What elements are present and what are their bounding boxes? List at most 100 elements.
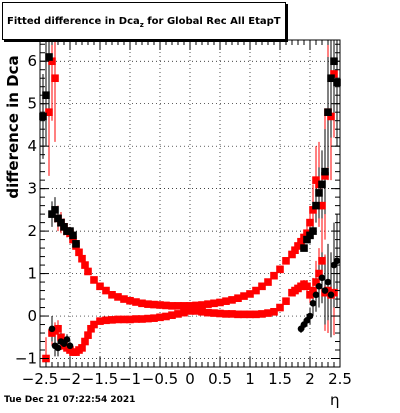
data-point bbox=[228, 310, 236, 318]
data-point bbox=[39, 112, 47, 121]
data-point bbox=[297, 237, 305, 246]
data-point bbox=[309, 299, 317, 307]
y-tick-label: 2 bbox=[27, 222, 37, 240]
title-subscript: z bbox=[139, 21, 144, 29]
data-point bbox=[324, 278, 332, 286]
data-point bbox=[162, 312, 170, 321]
data-point bbox=[45, 53, 53, 61]
data-point bbox=[174, 302, 182, 310]
data-point bbox=[309, 286, 317, 295]
data-point bbox=[60, 223, 68, 231]
data-point bbox=[69, 235, 77, 244]
data-point bbox=[108, 291, 116, 299]
data-point bbox=[120, 315, 128, 324]
data-point bbox=[324, 108, 332, 116]
data-point bbox=[57, 333, 65, 342]
data-point bbox=[96, 317, 104, 325]
x-tick-label: 0.5 bbox=[208, 370, 232, 388]
x-tick-label: −2 bbox=[59, 370, 81, 388]
data-point bbox=[48, 57, 56, 66]
y-tick-label: 6 bbox=[27, 52, 37, 70]
data-point bbox=[216, 309, 224, 318]
data-point bbox=[258, 282, 266, 291]
data-point bbox=[120, 295, 128, 303]
data-point bbox=[90, 320, 98, 329]
data-point bbox=[318, 201, 326, 210]
data-point bbox=[48, 210, 56, 218]
data-point bbox=[156, 313, 164, 322]
y-axis-ticks: −1 0 1 2 3 4 5 6 bbox=[15, 43, 340, 368]
data-point bbox=[180, 302, 188, 310]
data-point bbox=[303, 235, 311, 244]
data-markers bbox=[39, 53, 341, 363]
data-point bbox=[318, 180, 326, 189]
data-point bbox=[291, 246, 299, 255]
data-point bbox=[252, 310, 260, 319]
data-point bbox=[102, 286, 110, 295]
data-point bbox=[198, 307, 206, 316]
x-tick-label: 2 bbox=[305, 370, 315, 388]
data-point bbox=[216, 298, 224, 307]
y-tick-label: −1 bbox=[15, 350, 37, 368]
data-point bbox=[315, 269, 323, 278]
date-stamp: Tue Dec 21 07:22:54 2021 bbox=[4, 395, 136, 405]
data-point bbox=[78, 344, 86, 352]
data-point bbox=[234, 310, 242, 319]
data-point bbox=[333, 257, 341, 265]
data-point bbox=[174, 310, 182, 318]
data-point bbox=[300, 244, 308, 252]
data-point bbox=[192, 307, 200, 315]
data-point bbox=[288, 250, 296, 259]
data-point bbox=[270, 271, 278, 280]
data-point bbox=[228, 296, 236, 304]
data-point bbox=[312, 176, 320, 184]
data-point bbox=[303, 282, 311, 291]
x-axis-ticks: −2.5 −2 −1.5 −1 −0.5 0 0.5 1 1.5 2 2.5 bbox=[22, 40, 352, 388]
data-point bbox=[312, 201, 320, 210]
data-point bbox=[246, 290, 254, 298]
x-axis-label: η bbox=[330, 391, 340, 409]
data-point bbox=[309, 227, 317, 235]
x-tick-label: 1 bbox=[245, 370, 255, 388]
data-point bbox=[102, 316, 110, 325]
title-box: Fitted difference in Dcaz for Global Rec… bbox=[2, 2, 286, 40]
data-point bbox=[81, 261, 89, 269]
data-point bbox=[198, 301, 206, 309]
data-point bbox=[306, 291, 314, 299]
x-tick-label: −2.5 bbox=[22, 370, 58, 388]
data-point bbox=[270, 307, 278, 316]
y-tick-label: 0 bbox=[27, 307, 37, 325]
data-point bbox=[252, 286, 260, 295]
data-point bbox=[63, 336, 71, 343]
data-point bbox=[315, 189, 323, 197]
data-point bbox=[66, 227, 74, 235]
data-point bbox=[321, 172, 329, 180]
data-point bbox=[330, 288, 338, 297]
data-point bbox=[54, 344, 62, 352]
data-point bbox=[327, 112, 335, 121]
data-point bbox=[210, 309, 218, 317]
title-main: Fitted difference in Dca bbox=[7, 16, 140, 27]
plot-frame bbox=[39, 39, 341, 368]
data-point bbox=[327, 74, 335, 83]
data-point bbox=[222, 310, 230, 318]
data-point bbox=[276, 265, 284, 274]
x-tick-label: 1.5 bbox=[268, 370, 292, 388]
data-point bbox=[312, 278, 320, 286]
data-point bbox=[168, 302, 176, 310]
data-point bbox=[132, 298, 140, 306]
data-point bbox=[282, 257, 290, 265]
x-tick-label: −1 bbox=[119, 370, 141, 388]
data-point bbox=[150, 314, 158, 322]
data-point bbox=[108, 316, 116, 324]
error-bars bbox=[42, 40, 338, 367]
data-point bbox=[87, 324, 95, 333]
data-point bbox=[57, 218, 65, 227]
data-point bbox=[321, 167, 329, 176]
data-point bbox=[240, 292, 248, 300]
data-point bbox=[240, 310, 248, 319]
data-point bbox=[138, 315, 146, 323]
data-point bbox=[309, 206, 317, 214]
y-tick-label: 3 bbox=[27, 180, 37, 198]
